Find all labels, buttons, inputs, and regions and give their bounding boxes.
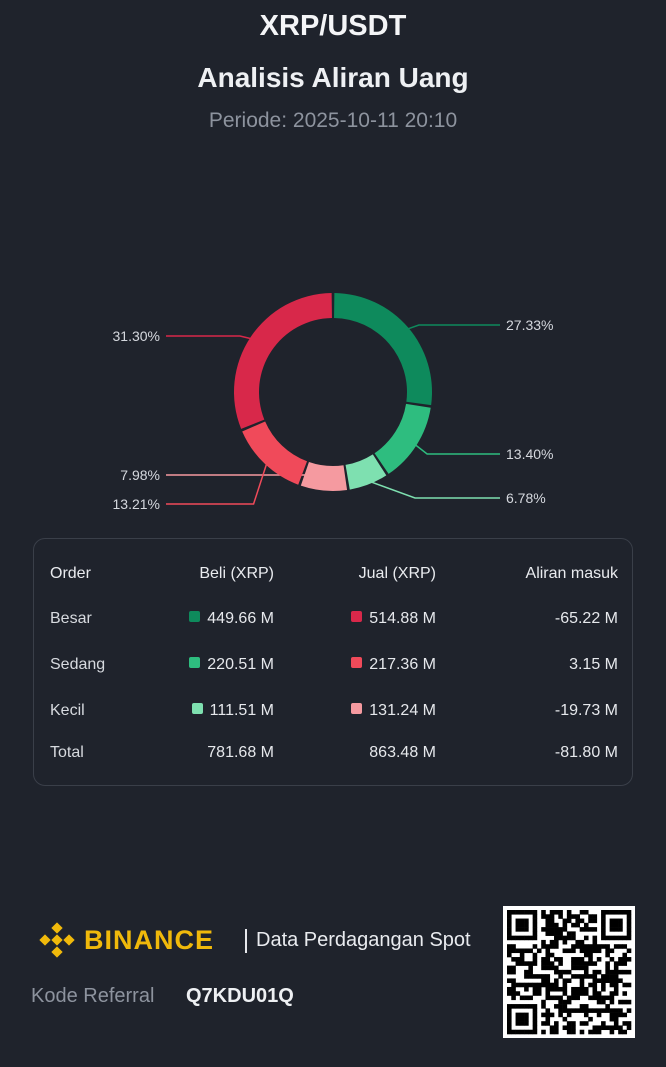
row-label: Sedang [50,656,106,673]
buy-color-swatch [189,657,201,668]
sell-cell: 514.88 M [351,610,436,628]
buy-value: 449.66 M [207,610,274,627]
buy-cell: 220.51 M [189,656,274,674]
period-text: Periode: 2025-10-11 20:10 [208,109,458,132]
slice-percent-label: 31.30% [113,328,160,344]
row-label: Total [50,744,84,761]
money-flow-donut-chart: 27.33% 13.40% 6.78% 7.98% 13.21% 31.30% [113,293,553,512]
analysis-title: Analisis Aliran Uang [197,62,469,93]
slice-percent-label: 7.98% [120,467,160,483]
header-inflow: Aliran masuk [525,565,618,582]
sell-color-swatch [351,703,363,714]
donut-slice [242,421,308,485]
slice-leader-line [166,460,269,505]
binance-logo: BINANCE [38,922,214,958]
binance-diamond-icon [39,922,75,958]
slice-leader-line [367,479,500,499]
buy-color-swatch [189,611,201,622]
qr-code-icon[interactable] [503,906,635,1038]
slice-leader-line [412,442,500,455]
donut-slice [334,293,432,406]
donut-slice [234,293,332,429]
slice-percent-label: 6.78% [506,490,546,506]
sell-cell: 217.36 M [351,656,436,674]
slice-percent-label: 13.21% [113,496,160,512]
header-order: Order [50,565,91,582]
row-label: Kecil [50,702,85,719]
table-header-row: Order Beli (XRP) Jual (XRP) Aliran masuk [34,565,634,595]
sell-value: 514.88 M [369,610,436,627]
donut-slice [300,461,348,491]
header-sell: Jual (XRP) [358,565,436,582]
sell-color-swatch [351,657,363,668]
sell-value: 217.36 M [369,656,436,673]
buy-color-swatch [191,703,203,714]
sell-color-swatch [351,611,363,622]
slice-leader-line [166,335,255,341]
sell-value: 131.24 M [369,702,436,719]
table-row-besar: Besar 449.66 M 514.88 M -65.22 M [34,610,634,640]
table-row-sedang: Sedang 220.51 M 217.36 M 3.15 M [34,656,634,686]
buy-cell: 111.51 M [191,702,274,720]
referral-label: Kode Referral [31,985,155,1007]
footer-description: Data Perdagangan Spot [256,929,471,951]
table-row-total: Total 781.68 M 863.48 M -81.80 M [34,744,634,774]
referral-code: Q7KDU01Q [186,985,294,1007]
net-value: 3.15 M [569,656,618,673]
money-flow-table: Order Beli (XRP) Jual (XRP) Aliran masuk… [33,538,633,786]
donut-slice [374,403,431,474]
slice-leader-line [404,324,500,331]
brand-name: BINANCE [84,924,215,955]
row-label: Besar [50,610,92,627]
sell-total: 863.48 M [369,744,436,761]
table-row-kecil: Kecil 111.51 M 131.24 M -19.73 M [34,702,634,732]
net-value: -65.22 M [554,610,618,627]
buy-value: 111.51 M [209,702,274,719]
slice-percent-label: 27.33% [506,317,553,333]
header-buy: Beli (XRP) [199,565,274,582]
slice-percent-label: 13.40% [506,446,553,462]
slice-leader-line [166,474,325,488]
footer-divider [245,929,247,953]
net-value: -19.73 M [554,702,618,719]
buy-value: 220.51 M [207,656,274,673]
donut-slice [345,454,387,490]
sell-cell: 131.24 M [351,702,436,720]
pair-title: XRP/USDT [259,10,407,42]
net-total: -81.80 M [554,744,618,761]
buy-cell: 449.66 M [189,610,274,628]
buy-total: 781.68 M [207,744,274,761]
